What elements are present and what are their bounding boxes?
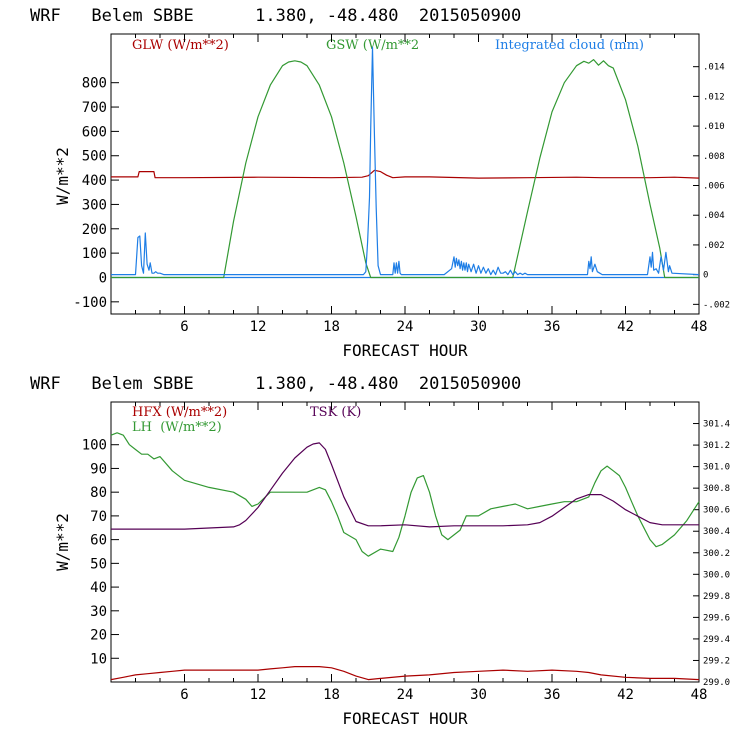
y-tick-label: 90 — [90, 461, 107, 477]
y-tick-label: 0 — [99, 270, 107, 286]
legend-tsk: TSK (K) — [310, 405, 361, 420]
right-tick-label: 0 — [703, 271, 708, 281]
x-tick-label: 12 — [250, 687, 267, 703]
x-tick-label: 24 — [397, 319, 414, 335]
right-tick-label: 299.2 — [703, 656, 730, 666]
legend-lh: LH (W/m**2) — [132, 420, 222, 435]
y-tick-label: 500 — [82, 149, 107, 165]
right-tick-label: 301.2 — [703, 441, 730, 451]
panel-title: WRF Belem SBBE 1.380, -48.480 2015050900 — [30, 374, 521, 394]
legend-hfx: HFX (W/m**2) — [132, 405, 227, 420]
right-tick-label: 300.4 — [703, 527, 730, 537]
y-tick-label: 600 — [82, 124, 107, 140]
x-tick-label: 48 — [691, 687, 708, 703]
right-tick-label: 301.0 — [703, 463, 730, 473]
y-tick-label: 40 — [90, 580, 107, 596]
right-tick-label: -.002 — [703, 300, 730, 310]
x-tick-label: 42 — [617, 687, 634, 703]
y-tick-label: 80 — [90, 485, 107, 501]
y-tick-label: 70 — [90, 509, 107, 525]
right-tick-label: 299.6 — [703, 613, 730, 623]
y-tick-label: 30 — [90, 604, 107, 620]
right-tick-label: 300.2 — [703, 549, 730, 559]
y-axis-label: W/m**2 — [53, 513, 72, 571]
right-tick-label: .006 — [703, 182, 725, 192]
right-tick-label: 300.6 — [703, 506, 730, 516]
right-tick-label: .002 — [703, 241, 725, 251]
right-tick-label: .004 — [703, 211, 725, 221]
y-tick-label: 100 — [82, 246, 107, 262]
right-tick-label: .010 — [703, 122, 725, 132]
y-tick-label: 300 — [82, 197, 107, 213]
y-axis-label: W/m**2 — [53, 147, 72, 205]
y-tick-label: 100 — [82, 438, 107, 454]
x-tick-label: 48 — [691, 319, 708, 335]
legend-gsw: GSW (W/m**2 — [326, 38, 419, 53]
y-tick-label: 10 — [90, 651, 107, 667]
x-tick-label: 6 — [180, 687, 188, 703]
right-tick-label: 299.0 — [703, 678, 730, 688]
series-line-tsk — [111, 442, 699, 530]
surface-flux-panel: WRF Belem SBBE 1.380, -48.480 2015050900… — [30, 374, 730, 728]
x-tick-label: 36 — [544, 687, 561, 703]
panel-title: WRF Belem SBBE 1.380, -48.480 2015050900 — [30, 6, 521, 26]
right-tick-label: 301.4 — [703, 420, 730, 430]
y-tick-label: 60 — [90, 533, 107, 549]
right-tick-label: 299.8 — [703, 592, 730, 602]
right-tick-label: 299.4 — [703, 635, 730, 645]
right-tick-label: .012 — [703, 92, 725, 102]
x-tick-label: 6 — [180, 319, 188, 335]
right-tick-label: 300.8 — [703, 484, 730, 494]
x-tick-label: 18 — [323, 687, 340, 703]
y-tick-label: 400 — [82, 173, 107, 189]
x-axis-label: FORECAST HOUR — [342, 341, 468, 360]
right-tick-label: .014 — [703, 63, 725, 73]
x-axis-label: FORECAST HOUR — [342, 709, 468, 728]
y-tick-label: 800 — [82, 76, 107, 92]
plot-frame — [110, 33, 700, 315]
y-tick-label: 20 — [90, 628, 107, 644]
plot-frame — [110, 401, 700, 683]
x-tick-label: 30 — [470, 319, 487, 335]
x-tick-label: 24 — [397, 687, 414, 703]
series-line-gsw — [111, 58, 699, 279]
series-line-integrated-cloud — [111, 46, 700, 276]
y-tick-label: 700 — [82, 100, 107, 116]
x-tick-label: 30 — [470, 687, 487, 703]
y-tick-label: 200 — [82, 222, 107, 238]
legend-integrated-cloud: Integrated cloud (mm) — [495, 38, 644, 53]
x-tick-label: 36 — [544, 319, 561, 335]
x-tick-label: 42 — [617, 319, 634, 335]
y-tick-label: -100 — [73, 295, 107, 311]
series-line-lh — [110, 432, 700, 557]
radiation-panel: WRF Belem SBBE 1.380, -48.480 2015050900… — [30, 6, 730, 360]
series-line-hfx — [110, 665, 700, 681]
right-tick-label: 300.0 — [703, 570, 730, 580]
right-tick-label: .008 — [703, 152, 725, 162]
legend-glw: GLW (W/m**2) — [132, 38, 229, 53]
series-line-glw — [111, 169, 700, 179]
y-tick-label: 50 — [90, 556, 107, 572]
x-tick-label: 18 — [323, 319, 340, 335]
x-tick-label: 12 — [250, 319, 267, 335]
